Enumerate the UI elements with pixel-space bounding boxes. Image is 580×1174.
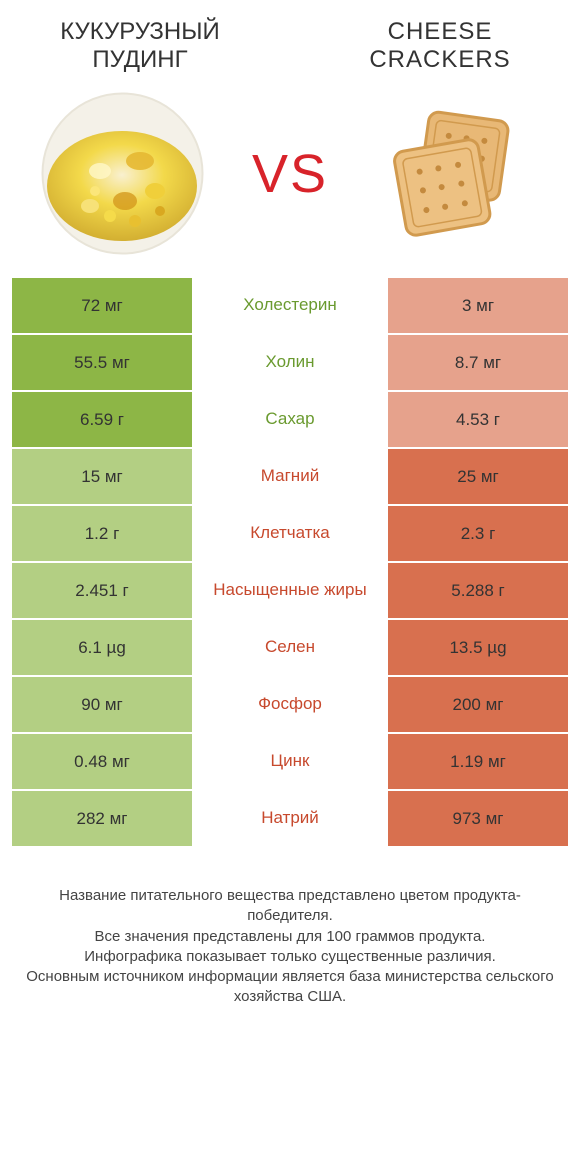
footer-line: Название питательного вещества представл… [20,886,560,927]
table-row: 90 мгФосфор200 мг [12,675,568,732]
comparison-table: 72 мгХолестерин3 мг55.5 мгХолин8.7 мг6.5… [0,276,580,846]
value-left: 6.59 г [12,392,192,447]
value-right: 13.5 µg [388,620,568,675]
table-row: 1.2 гКлетчатка2.3 г [12,504,568,561]
nutrient-label: Натрий [192,791,388,846]
table-row: 15 мгМагний25 мг [12,447,568,504]
table-row: 0.48 мгЦинк1.19 мг [12,732,568,789]
nutrient-label: Клетчатка [192,506,388,561]
footer-line: Все значения представлены для 100 граммо… [20,927,560,947]
nutrient-label: Насыщенные жиры [192,563,388,618]
value-right: 1.19 мг [388,734,568,789]
value-right: 3 мг [388,278,568,333]
food-image-left [40,91,205,256]
value-left: 90 мг [12,677,192,732]
value-left: 72 мг [12,278,192,333]
nutrient-label: Холин [192,335,388,390]
footer-line: Основным источником информации является … [20,967,560,1008]
title-left: КУКУРУЗНЫЙ ПУДИНГ [30,18,250,73]
infographic-container: КУКУРУЗНЫЙ ПУДИНГ CHEESE CRACKERS [0,0,580,1174]
vs-label: VS [252,143,328,205]
footer-notes: Название питательного вещества представл… [0,846,580,1028]
value-right: 5.288 г [388,563,568,618]
nutrient-label: Фосфор [192,677,388,732]
nutrient-label: Цинк [192,734,388,789]
nutrient-label: Сахар [192,392,388,447]
value-left: 55.5 мг [12,335,192,390]
value-right: 2.3 г [388,506,568,561]
table-row: 55.5 мгХолин8.7 мг [12,333,568,390]
value-right: 4.53 г [388,392,568,447]
value-left: 282 мг [12,791,192,846]
value-right: 973 мг [388,791,568,846]
nutrient-label: Холестерин [192,278,388,333]
table-row: 282 мгНатрий973 мг [12,789,568,846]
value-left: 2.451 г [12,563,192,618]
table-row: 6.59 гСахар4.53 г [12,390,568,447]
value-left: 0.48 мг [12,734,192,789]
table-row: 72 мгХолестерин3 мг [12,276,568,333]
value-right: 25 мг [388,449,568,504]
nutrient-label: Магний [192,449,388,504]
value-left: 1.2 г [12,506,192,561]
header: КУКУРУЗНЫЙ ПУДИНГ CHEESE CRACKERS [0,0,580,81]
nutrient-label: Селен [192,620,388,675]
value-left: 6.1 µg [12,620,192,675]
table-row: 6.1 µgСелен13.5 µg [12,618,568,675]
images-row: VS [0,81,580,276]
table-row: 2.451 гНасыщенные жиры5.288 г [12,561,568,618]
footer-line: Инфографика показывает только существенн… [20,947,560,967]
value-right: 8.7 мг [388,335,568,390]
title-right: CHEESE CRACKERS [330,18,550,73]
value-right: 200 мг [388,677,568,732]
value-left: 15 мг [12,449,192,504]
food-image-right [375,91,540,256]
